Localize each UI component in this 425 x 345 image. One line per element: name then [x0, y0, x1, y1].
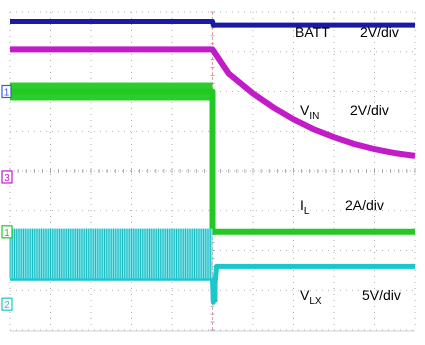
- vin-label: VIN: [300, 102, 319, 122]
- vlx-scale: 5V/div: [362, 287, 401, 303]
- il-marker-number: 1: [4, 228, 10, 239]
- vin-label-sub: IN: [309, 111, 319, 122]
- il-label-main: I: [300, 197, 304, 213]
- il-switching-band: [10, 82, 213, 101]
- vin-marker-box: [1, 170, 13, 184]
- il-upper-marker-box: [1, 84, 12, 99]
- channel-markers: 3 1 2 1: [1, 84, 13, 311]
- il-upper-marker-number: 1: [4, 88, 10, 99]
- il-label: IL: [300, 197, 310, 217]
- vlx-marker-number: 2: [4, 300, 10, 311]
- vlx-label-sub: LX: [309, 296, 322, 307]
- waveform-traces: [9, 19, 416, 305]
- vin-trace: [10, 46, 416, 159]
- vin-marker-number: 3: [4, 173, 10, 184]
- vin-scale: 2V/div: [350, 102, 389, 118]
- vlx-marker-box: [1, 297, 13, 311]
- vlx-label-main: V: [300, 287, 310, 303]
- vin-label-main: V: [300, 102, 310, 118]
- batt-trace: [10, 19, 415, 28]
- il-channel-marker-upper: 1: [1, 84, 12, 99]
- trace-labels: BATT 2V/div VIN 2V/div IL 2A/div VLX 5V/…: [295, 24, 401, 307]
- il-label-sub: L: [304, 206, 310, 217]
- batt-scale: 2V/div: [360, 24, 399, 40]
- il-marker-box: [1, 225, 13, 239]
- vlx-channel-marker: 2: [1, 297, 13, 311]
- vin-channel-marker: 3: [1, 170, 13, 184]
- batt-label: BATT: [295, 24, 330, 40]
- vlx-label: VLX: [300, 287, 322, 307]
- vlx-switching-band: [9, 228, 213, 279]
- il-scale: 2A/div: [345, 197, 384, 213]
- il-channel-marker: 1: [1, 225, 13, 239]
